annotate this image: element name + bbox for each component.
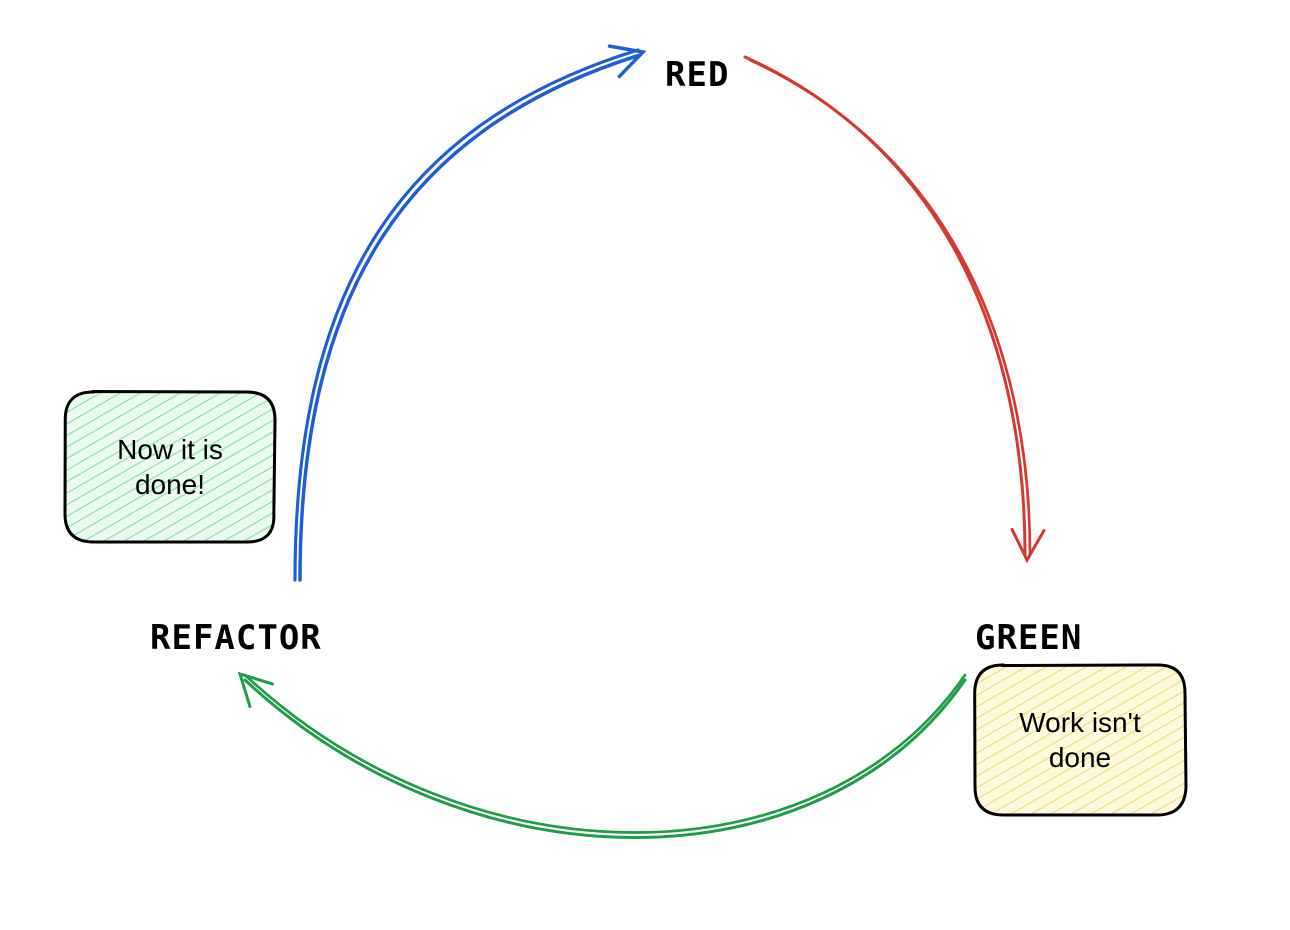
note-not-done: Work isn't done [975, 665, 1185, 815]
edge-red_to_green [745, 57, 1025, 555]
node-red-label: RED [665, 55, 729, 95]
node-green-label: GREEN [975, 618, 1082, 658]
note-not-done-text: Work isn't done [989, 705, 1171, 775]
edge-green_to_refactor [245, 680, 965, 838]
note-done-text: Now it is done! [79, 432, 261, 502]
edges-group [240, 46, 1044, 837]
note-done: Now it is done! [65, 392, 275, 542]
node-refactor-label: REFACTOR [150, 618, 322, 658]
diagram-stage: RED GREEN REFACTOR Now it is done! Work … [0, 0, 1290, 930]
